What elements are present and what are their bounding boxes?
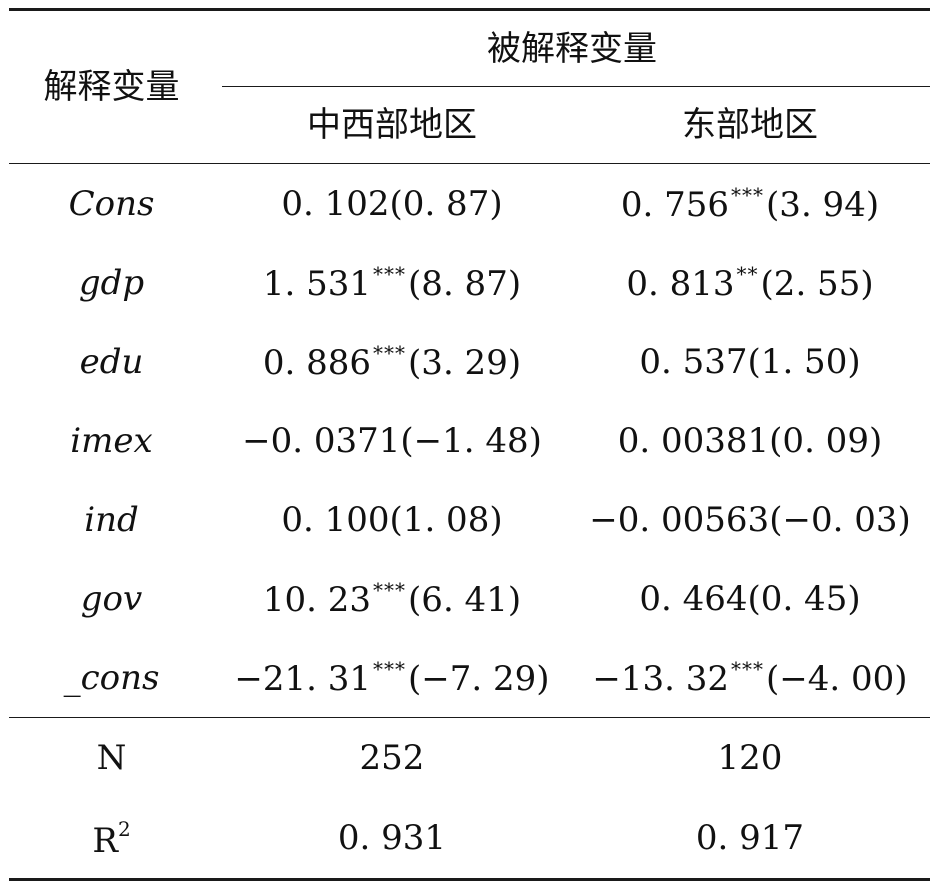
variable-name: ind: [84, 499, 139, 540]
table-row: Cons 0. 102(0. 87) 0. 756 ***(3. 94): [9, 164, 930, 244]
cell-central-western: 1. 531 ***(8. 87): [214, 243, 570, 322]
row-label-header: 解释变量: [43, 67, 180, 107]
regression-table: 解释变量 被解释变量 中西部地区 东部地区 Cons 0. 102(0. 87) 0…: [9, 8, 930, 881]
cell-central-western: 0. 100(1. 08): [214, 480, 570, 559]
coefficient-value: −21. 31: [234, 659, 372, 699]
t-statistic: (−1. 48): [400, 420, 542, 461]
cell-central-western: −0. 0371(−1. 48): [214, 401, 570, 480]
variable-name: gov: [80, 578, 143, 619]
significance-stars: ***: [731, 183, 765, 207]
coefficient-value: 0. 813: [626, 264, 735, 304]
stat-n-eastern: 120: [717, 738, 783, 778]
t-statistic: (3. 94): [766, 185, 880, 225]
stat-label-r2: R2: [9, 798, 214, 880]
t-statistic: (−7. 29): [408, 659, 550, 699]
cell-central-western: −21. 31 ***(−7. 29): [214, 638, 570, 718]
t-statistic: (1. 50): [747, 341, 861, 382]
coefficient-value: 10. 23: [262, 580, 372, 620]
column-header-eastern: 东部地区: [682, 105, 818, 145]
stat-n-central-western: 252: [359, 738, 425, 778]
group-underline: [222, 86, 930, 87]
t-statistic: (2. 55): [760, 264, 874, 304]
t-statistic: (−4. 00): [766, 659, 908, 699]
dependent-variable-header: 被解释变量: [214, 10, 930, 87]
coefficient-value: 0. 00381: [617, 420, 770, 461]
coefficient-value: 0. 756: [620, 185, 730, 225]
cell-central-western: 0. 886 ***(3. 29): [214, 322, 570, 401]
significance-stars: **: [736, 262, 759, 286]
stat-r2-eastern: 0. 917: [695, 818, 805, 858]
table-row: _cons −21. 31 ***(−7. 29) −13. 32 ***(−4. 00…: [9, 638, 930, 718]
coefficient-value: 0. 102: [281, 183, 390, 224]
cell-eastern: −13. 32 ***(−4. 00): [570, 638, 930, 718]
t-statistic: (0. 45): [747, 578, 861, 619]
coefficient-value: 0. 100: [281, 499, 390, 540]
coefficient-value: −0. 0371: [242, 420, 401, 461]
cell-eastern: 0. 537(1. 50): [570, 322, 930, 401]
significance-stars: ***: [373, 341, 407, 365]
variable-name: _cons: [63, 657, 160, 698]
coefficient-value: 1. 531: [262, 264, 372, 304]
table-row: gov 10. 23 ***(6. 41) 0. 464(0. 45): [9, 559, 930, 638]
header-row-1: 解释变量 被解释变量: [9, 9, 930, 104]
column-header-central-western: 中西部地区: [307, 105, 477, 145]
cell-central-western: 0. 102(0. 87): [214, 164, 570, 244]
coefficient-value: 0. 464: [639, 578, 748, 619]
variable-name: imex: [70, 420, 153, 461]
t-statistic: (0. 87): [389, 183, 503, 224]
table-row: ind 0. 100(1. 08) −0. 00563(−0. 03): [9, 480, 930, 559]
t-statistic: (−0. 03): [769, 499, 911, 540]
cell-eastern: 0. 813 **(2. 55): [570, 243, 930, 322]
variable-name: edu: [79, 341, 144, 382]
cell-central-western: 10. 23 ***(6. 41): [214, 559, 570, 638]
cell-eastern: 0. 756 ***(3. 94): [570, 164, 930, 244]
t-statistic: (1. 08): [389, 499, 503, 540]
r2-superscript: 2: [117, 816, 131, 841]
coefficient-rows: Cons 0. 102(0. 87) 0. 756 ***(3. 94) gdp 1. 5…: [9, 164, 930, 718]
stat-r2-central-western: 0. 931: [337, 818, 447, 858]
cell-eastern: 0. 00381(0. 09): [570, 401, 930, 480]
t-statistic: (0. 09): [769, 420, 883, 461]
significance-stars: ***: [731, 657, 765, 681]
variable-name: Cons: [68, 183, 155, 224]
table-row: imex −0. 0371(−1. 48) 0. 00381(0. 09): [9, 401, 930, 480]
coefficient-value: 0. 537: [639, 341, 748, 382]
table-row: gdp 1. 531 ***(8. 87) 0. 813 **(2. 55): [9, 243, 930, 322]
significance-stars: ***: [373, 262, 407, 286]
stat-row-n: N 252 120: [9, 717, 930, 799]
t-statistic: (8. 87): [408, 264, 522, 304]
coefficient-value: −13. 32: [592, 659, 730, 699]
t-statistic: (6. 41): [408, 580, 522, 620]
r2-base: R: [92, 820, 118, 861]
dependent-variable-label: 被解释变量: [487, 29, 657, 69]
variable-name: gdp: [78, 262, 145, 303]
coefficient-value: −0. 00563: [589, 499, 770, 540]
header-row-2: 中西部地区 东部地区: [9, 87, 930, 164]
stat-label-n: N: [96, 738, 127, 778]
significance-stars: ***: [373, 657, 407, 681]
t-statistic: (3. 29): [408, 343, 522, 383]
regression-table-container: 解释变量 被解释变量 中西部地区 东部地区 Cons 0. 102(0. 87) 0…: [9, 8, 930, 881]
cell-eastern: 0. 464(0. 45): [570, 559, 930, 638]
coefficient-value: 0. 886: [262, 343, 372, 383]
cell-eastern: −0. 00563(−0. 03): [570, 480, 930, 559]
stat-row-r2: R2 0. 931 0. 917: [9, 798, 930, 880]
table-row: edu 0. 886 ***(3. 29) 0. 537(1. 50): [9, 322, 930, 401]
significance-stars: ***: [373, 578, 407, 602]
